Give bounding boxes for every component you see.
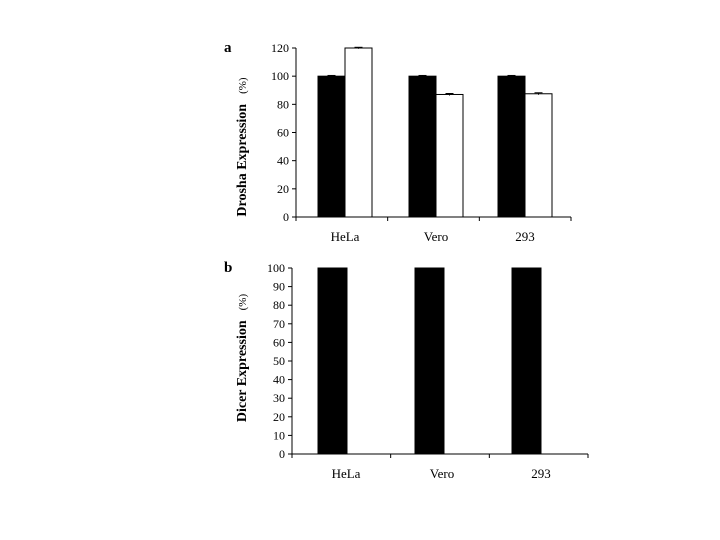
y-tick-label: 80 <box>277 97 289 111</box>
x-category-label: HeLa <box>332 466 361 481</box>
y-tick-label: 10 <box>273 428 285 442</box>
bar-293-series-2 <box>524 93 553 218</box>
x-category-label: Vero <box>424 229 449 244</box>
y-tick-label: 120 <box>271 41 289 55</box>
panel-a-plot: 0 20 40 60 80 100 120 HeLa Vero 293 <box>271 41 572 244</box>
y-tick-label: 40 <box>273 373 285 387</box>
bar-hela-series-2 <box>344 47 373 218</box>
x-category-label: 293 <box>531 466 551 481</box>
y-tick-label: 50 <box>273 354 285 368</box>
y-tick-label: 100 <box>271 69 289 83</box>
bar-hela-series-1 <box>317 75 346 218</box>
y-tick-label: 60 <box>277 126 289 140</box>
panel-b-ylabel-unit: (%) <box>237 294 249 311</box>
panel-b-ylabel: Dicer Expression (%) <box>233 294 250 423</box>
bar-293-series-1 <box>497 75 526 218</box>
y-tick-label: 20 <box>277 182 289 196</box>
y-tick-label: 90 <box>273 280 285 294</box>
panel-a-ylabel-text: Drosha Expression <box>235 104 250 217</box>
y-tick-label: 0 <box>279 447 285 461</box>
y-tick-label: 0 <box>283 210 289 224</box>
x-category-label: Vero <box>430 466 455 481</box>
y-tick-label: 70 <box>273 317 285 331</box>
bar-293-series-1 <box>511 267 542 455</box>
y-tick-label: 40 <box>277 154 289 168</box>
bar-vero-series-1 <box>414 267 445 455</box>
panel-b-ylabel-text: Dicer Expression <box>235 320 250 422</box>
x-category-label: 293 <box>515 229 535 244</box>
x-category-label: HeLa <box>331 229 360 244</box>
panel-a-ylabel: Drosha Expression (%) <box>233 77 250 217</box>
panel-a-ylabel-unit: (%) <box>237 77 249 94</box>
panel-b-letter: b <box>224 260 232 276</box>
panel-a-letter: a <box>224 40 232 56</box>
y-tick-label: 80 <box>273 298 285 312</box>
y-tick-label: 30 <box>273 391 285 405</box>
panel-a: a Drosha Expression (%) 0 20 40 60 80 100 120 H… <box>224 40 572 244</box>
y-tick-label: 20 <box>273 410 285 424</box>
y-tick-label: 60 <box>273 335 285 349</box>
bar-vero-series-2 <box>435 93 464 218</box>
bar-vero-series-1 <box>408 75 437 218</box>
bar-hela-series-1 <box>317 267 348 455</box>
y-tick-label: 100 <box>267 261 285 275</box>
panel-b-plot: 0 10 20 30 40 50 60 70 80 90 100 HeLa Vero 293 <box>267 261 589 481</box>
panel-b: b Dicer Expression (%) 0 10 20 30 40 50 60 70 80… <box>224 260 589 481</box>
